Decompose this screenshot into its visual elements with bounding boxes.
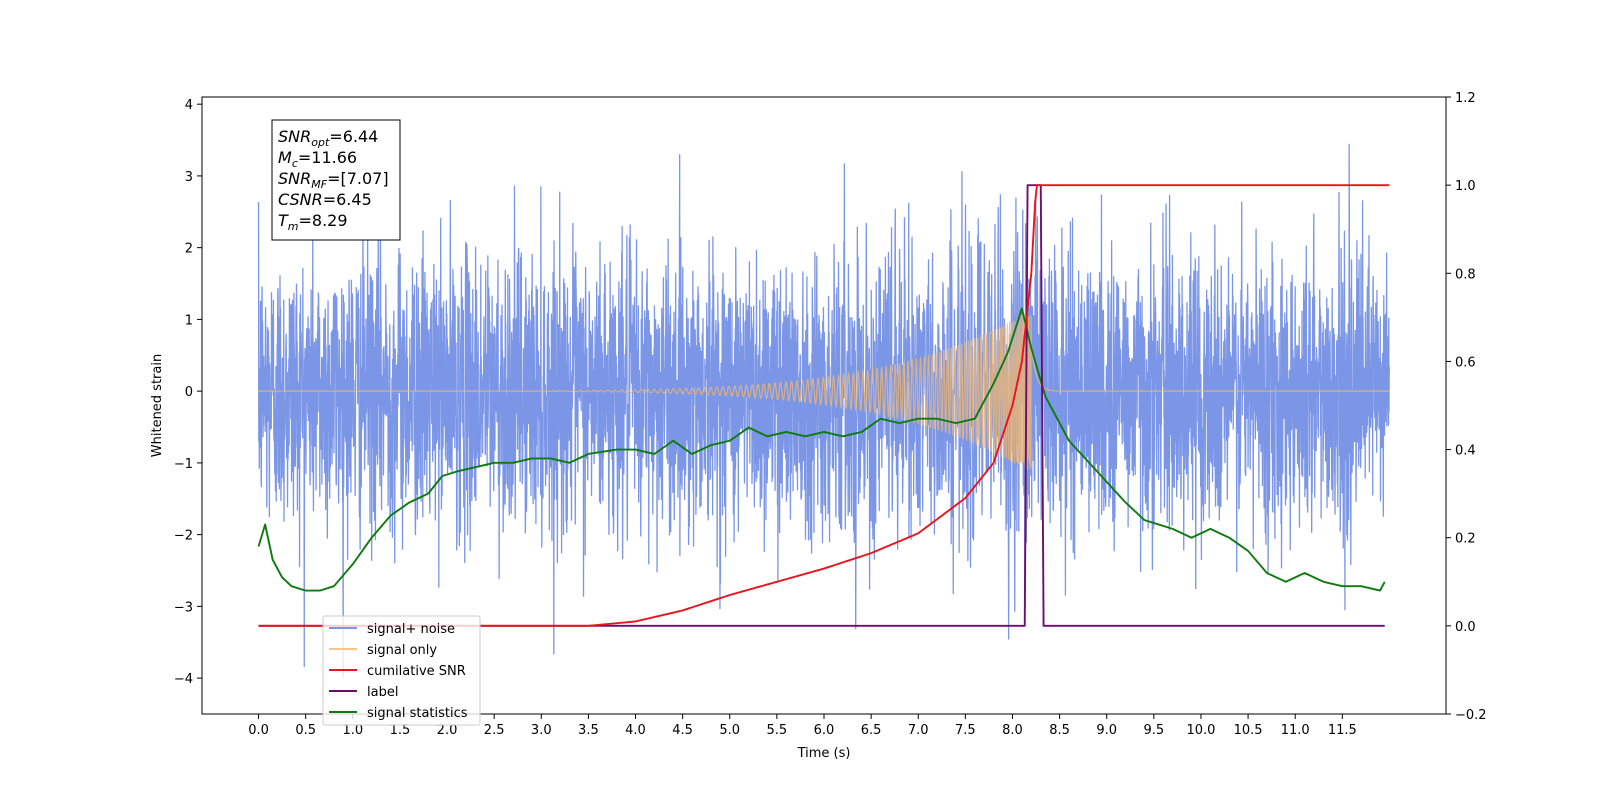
y-tick-label-right: 0.0 [1455,620,1476,635]
y-tick-label-left: −1 [174,457,193,472]
x-tick-label: 1.5 [390,723,411,738]
x-tick-label: 3.5 [578,723,599,738]
y-tick-label-left: 0 [185,385,193,400]
plot-area [257,143,1391,678]
x-tick-label: 11.0 [1281,723,1310,738]
annotation-line: Mc=11.66 [278,148,357,170]
annotation-symbol: T [278,211,289,230]
y-tick-label-right: 1.2 [1455,91,1476,106]
y-tick-label-right: 0.4 [1455,444,1476,459]
x-tick-label: 8.5 [1049,723,1070,738]
x-tick-label: 8.0 [1002,723,1023,738]
series-label-line [258,184,1385,627]
series-signal-only-line [258,314,1390,471]
x-tick-label: 9.0 [1096,723,1117,738]
annotation-line: CSNR=6.45 [278,190,372,209]
legend-label: cumilative SNR [367,664,466,679]
stats-annotation-box: SNRopt=6.44Mc=11.66SNRMF=[7.07]CSNR=6.45… [271,119,401,241]
annotation-value: =[7.07] [327,169,389,188]
annotation-subscript: c [292,157,298,170]
annotation-value: =6.44 [329,127,378,146]
legend-box [322,615,481,726]
annotation-subscript: MF [311,178,327,191]
annotation-symbol: SNR [278,127,311,146]
series-signal-statistics-line [257,307,1386,592]
annotation-line: SNRMF=[7.07] [278,169,389,191]
legend-label: label [367,685,398,700]
x-tick-label: 9.5 [1144,723,1165,738]
annotation-value: =6.45 [323,190,372,209]
legend: signal+ noise signal only cumilative SNR la… [322,615,481,726]
y-tick-label-left: 4 [185,98,193,113]
legend-label: signal only [367,643,437,658]
y-tick-label-right: 0.8 [1455,267,1476,282]
x-tick-label: 6.0 [814,723,835,738]
y-tick-label-left: −4 [174,672,193,687]
annotation-subscript: opt [311,136,330,149]
annotation-symbol: M [278,148,292,167]
x-tick-label: 11.5 [1328,723,1357,738]
x-tick-label: 7.0 [908,723,929,738]
annotation-value: =11.66 [298,148,357,167]
annotation-frame [271,119,401,241]
y-axis-label: Whitened strain [150,354,165,457]
x-tick-label: 4.0 [625,723,646,738]
y-tick-label-left: −2 [174,529,193,544]
x-tick-label: 1.0 [342,723,363,738]
annotation-subscript: m [288,220,299,233]
annotation-line: SNRopt=6.44 [278,127,378,149]
y-tick-label-left: 1 [185,313,193,328]
x-tick-label: 0.0 [248,723,269,738]
x-tick-label: 6.5 [861,723,882,738]
y-tick-label-right: −0.2 [1455,708,1487,723]
x-tick-label: 3.0 [531,723,552,738]
y-tick-label-right: 1.0 [1455,179,1476,194]
legend-label: signal statistics [367,706,468,721]
x-tick-label: 7.5 [955,723,976,738]
annotation-symbol: SNR [278,169,311,188]
y-tick-label-left: 2 [185,242,193,257]
x-tick-label: 4.5 [672,723,693,738]
series-signal-noise-line [257,143,1391,678]
y-tick-label-left: −3 [174,600,193,615]
x-tick-label: 10.0 [1186,723,1215,738]
annotation-value: =8.29 [299,211,348,230]
axes: 0.0 0.5 1.0 1.5 2.0 2.5 3.0 3.5 4.0 4.5 5.0 5.5 6.0 6… [150,91,1487,761]
plot-clip-group [257,143,1391,678]
x-tick-label: 2.0 [437,723,458,738]
y-tick-label-right: 0.2 [1455,532,1476,547]
x-tick-label: 5.0 [719,723,740,738]
x-tick-label: 5.5 [767,723,788,738]
x-axis-label: Time (s) [797,746,851,761]
annotation-line: Tm=8.29 [278,211,348,233]
annotation-symbol: CSNR [278,190,323,209]
x-tick-label: 10.5 [1234,723,1263,738]
legend-label: signal+ noise [367,622,455,637]
x-tick-label: 2.5 [484,723,505,738]
y-tick-label-left: 3 [185,170,193,185]
y-tick-label-right: 0.6 [1455,355,1476,370]
x-tick-label: 0.5 [295,723,316,738]
